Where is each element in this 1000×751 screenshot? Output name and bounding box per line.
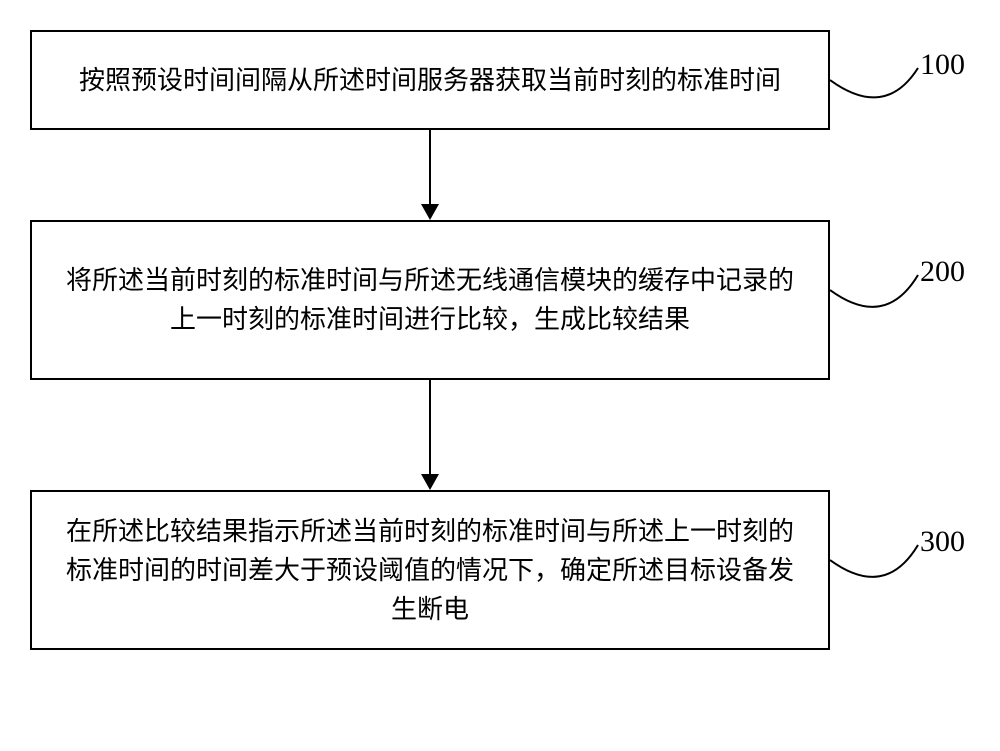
callout-curve-1 xyxy=(830,55,925,125)
node-1-text: 按照预设时间间隔从所述时间服务器获取当前时刻的标准时间 xyxy=(79,61,781,100)
arrow-2-3-head xyxy=(421,474,439,490)
node-3-text: 在所述比较结果指示所述当前时刻的标准时间与所述上一时刻的标准时间的时间差大于预设… xyxy=(60,512,800,629)
node-3-label: 300 xyxy=(920,525,965,559)
flowchart-node-2: 将所述当前时刻的标准时间与所述无线通信模块的缓存中记录的上一时刻的标准时间进行比… xyxy=(30,220,830,380)
node-1-label: 100 xyxy=(920,48,965,82)
flowchart-node-1: 按照预设时间间隔从所述时间服务器获取当前时刻的标准时间 xyxy=(30,30,830,130)
flowchart-container: 按照预设时间间隔从所述时间服务器获取当前时刻的标准时间 100 将所述当前时刻的… xyxy=(30,30,970,720)
callout-curve-3 xyxy=(830,532,925,604)
arrow-2-3-line xyxy=(429,380,431,474)
callout-curve-2 xyxy=(830,262,925,334)
flowchart-node-3: 在所述比较结果指示所述当前时刻的标准时间与所述上一时刻的标准时间的时间差大于预设… xyxy=(30,490,830,650)
node-2-label: 200 xyxy=(920,255,965,289)
node-2-text: 将所述当前时刻的标准时间与所述无线通信模块的缓存中记录的上一时刻的标准时间进行比… xyxy=(60,261,800,339)
arrow-1-2-line xyxy=(429,130,431,204)
arrow-1-2-head xyxy=(421,204,439,220)
